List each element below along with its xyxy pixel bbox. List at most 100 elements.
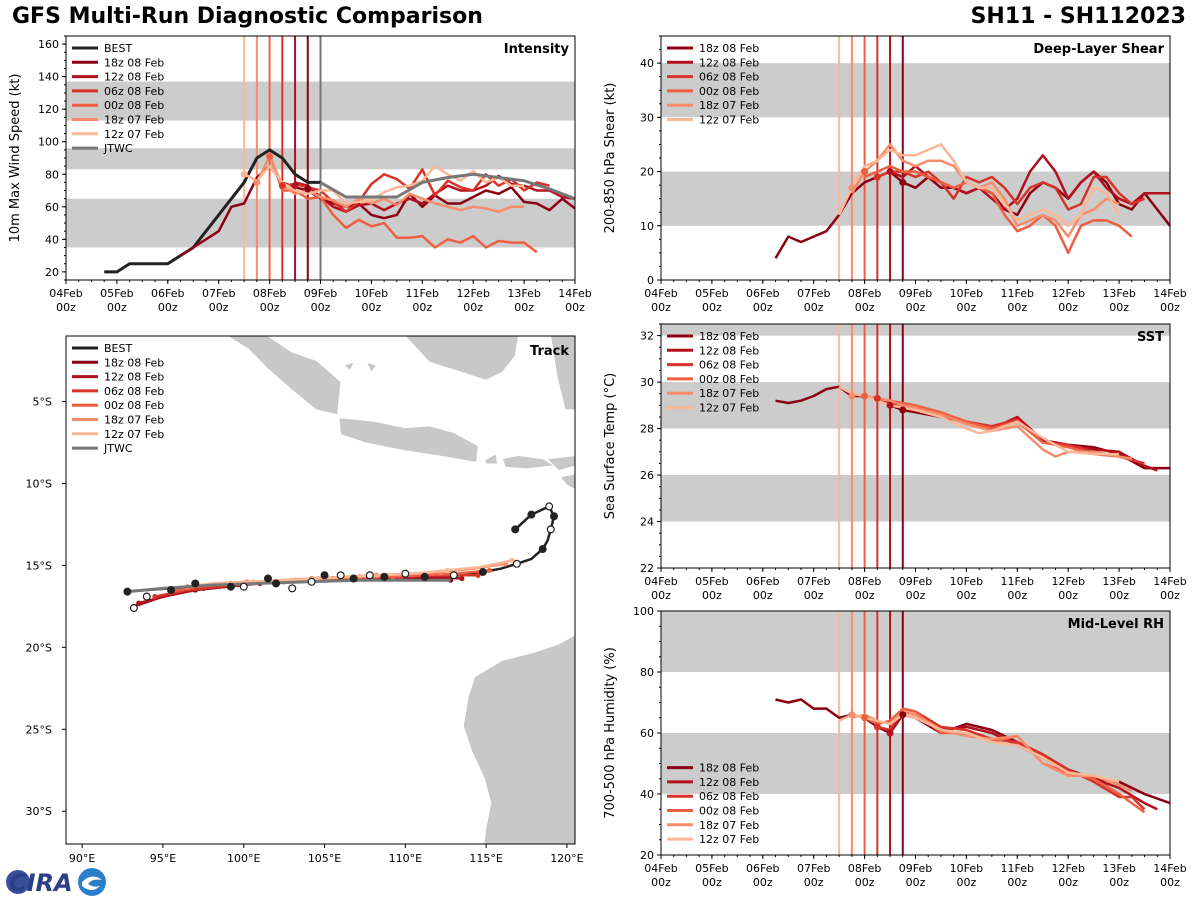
intensity-init-marker-0 <box>240 170 248 178</box>
sst-ytick-label: 26 <box>640 469 654 482</box>
track-legend-label: 18z 08 Feb <box>104 356 164 369</box>
intensity-xtick-hour: 00z <box>463 301 483 314</box>
shear-band-1 <box>661 63 1170 118</box>
shear-series-12z-07-Feb <box>837 143 1121 228</box>
land-mass-1 <box>338 417 479 463</box>
rh-init-marker-1 <box>861 714 869 722</box>
rh-xtick-hour: 00z <box>753 876 773 889</box>
sst-ytick-label: 22 <box>640 562 654 575</box>
intensity-xtick-hour: 00z <box>311 301 331 314</box>
land-mass-4 <box>546 455 575 471</box>
rh-series-12z-07-Feb <box>838 713 1120 784</box>
shear-panel: 01020304004Feb00z05Feb00z06Feb00z07Feb00… <box>603 35 1187 314</box>
intensity-ytick-label: 40 <box>45 233 59 246</box>
rh-title: Mid-Level RH <box>1068 617 1164 632</box>
shear-xtick-date: 14Feb <box>1153 287 1186 300</box>
track-legend-label: 00z 08 Feb <box>104 399 164 412</box>
track-point <box>136 600 142 606</box>
shear-xtick-hour: 00z <box>804 301 824 314</box>
shear-xtick-hour: 00z <box>1007 301 1027 314</box>
track-legend-label: BEST <box>104 342 132 355</box>
shear-plot-area <box>661 36 1170 280</box>
shear-ytick-label: 0 <box>647 274 654 287</box>
shear-xtick-date: 07Feb <box>797 287 830 300</box>
rh-xtick-date: 06Feb <box>746 862 779 875</box>
track-lat-label: 20°S <box>26 641 52 654</box>
shear-legend-label: 18z 08 Feb <box>699 42 759 55</box>
sst-xtick-hour: 00z <box>957 589 977 602</box>
intensity-legend-label: 18z 07 Feb <box>104 114 164 127</box>
rh-xtick-hour: 00z <box>702 876 722 889</box>
shear-xtick-date: 06Feb <box>746 287 779 300</box>
track-point <box>152 593 158 600</box>
intensity-xtick-date: 08Feb <box>253 287 286 300</box>
track-lon-label: 95°E <box>150 852 176 865</box>
shear-xtick-hour: 00z <box>1109 301 1129 314</box>
shear-xtick-hour: 00z <box>1160 301 1180 314</box>
intensity-panel: 2040608010012014016004Feb00z05Feb00z06Fe… <box>8 35 592 314</box>
track-lon-label: 115°E <box>469 852 502 865</box>
intensity-xtick-hour: 00z <box>260 301 280 314</box>
intensity-legend-label: JTWC <box>103 142 133 155</box>
sst-ylabel: Sea Surface Temp (°C) <box>603 373 618 520</box>
sst-panel: 22242628303204Feb00z05Feb00z06Feb00z07Fe… <box>603 323 1187 602</box>
figure-title: GFS Multi-Run Diagnostic Comparison <box>12 4 483 29</box>
shear-init-marker-1 <box>861 168 869 176</box>
intensity-init-marker-3 <box>278 182 286 190</box>
sst-xtick-hour: 00z <box>1160 589 1180 602</box>
rh-xtick-hour: 00z <box>855 876 875 889</box>
track-point <box>444 567 450 573</box>
shear-band-0 <box>661 171 1170 226</box>
intensity-ytick-label: 160 <box>38 38 59 51</box>
rh-legend-label: 00z 08 Feb <box>699 805 759 818</box>
track-lon-label: 120°E <box>550 852 583 865</box>
intensity-xtick-date: 14Feb <box>558 287 591 300</box>
best-track-point <box>512 559 521 568</box>
track-lat-label: 5°S <box>33 396 52 409</box>
intensity-xtick-hour: 00z <box>565 301 585 314</box>
shear-xtick-date: 04Feb <box>644 287 677 300</box>
sst-xtick-hour: 00z <box>1109 589 1129 602</box>
sst-legend-label: 06z 08 Feb <box>699 359 759 372</box>
rh-ylabel: 700-500 hPa Humidity (%) <box>603 647 618 819</box>
best-track-point <box>336 571 345 580</box>
rh-ytick-label: 20 <box>640 849 654 862</box>
sst-xtick-date: 11Feb <box>1001 575 1034 588</box>
sst-xtick-hour: 00z <box>1058 589 1078 602</box>
best-track-point <box>511 525 520 534</box>
sst-xtick-date: 13Feb <box>1102 575 1135 588</box>
intensity-ytick-label: 140 <box>38 71 59 84</box>
shear-legend-label: 12z 08 Feb <box>699 56 759 69</box>
track-lat-label: 30°S <box>26 805 52 818</box>
sst-legend-label: 12z 08 Feb <box>699 344 759 357</box>
intensity-series-00z-08-Feb <box>268 154 538 254</box>
rh-xtick-hour: 00z <box>1160 876 1180 889</box>
sst-init-marker-3 <box>886 401 894 409</box>
intensity-ytick-label: 80 <box>45 168 59 181</box>
rh-ytick-label: 40 <box>640 788 654 801</box>
rh-xtick-date: 11Feb <box>1001 862 1034 875</box>
sst-init-marker-1 <box>861 392 869 400</box>
best-track-point <box>307 577 316 586</box>
sst-ytick-label: 32 <box>640 330 654 343</box>
sst-xtick-hour: 00z <box>1007 589 1027 602</box>
rh-init-marker-4 <box>899 711 907 719</box>
best-track-point <box>380 572 389 581</box>
track-lon-label: 90°E <box>69 852 95 865</box>
rh-ytick-label: 80 <box>640 666 654 679</box>
track-legend-label: 12z 08 Feb <box>104 371 164 384</box>
rh-legend-label: 12z 07 Feb <box>699 833 759 846</box>
track-point <box>459 575 465 582</box>
rh-init-marker-2 <box>873 723 881 731</box>
intensity-legend-label: 18z 08 Feb <box>104 56 164 69</box>
track-panel: 90°E 95°E 100°E 105°E 110°E 115°E 120°E 5°S 10°S… <box>26 335 584 865</box>
rh-init-marker-3 <box>886 729 894 737</box>
rh-band-1 <box>661 611 1170 672</box>
intensity-init-marker-1 <box>253 178 261 186</box>
land-mass-2 <box>484 453 498 465</box>
track-lat-label: 15°S <box>26 559 52 572</box>
intensity-xtick-hour: 00z <box>158 301 178 314</box>
best-track-point <box>191 579 200 588</box>
sst-xtick-hour: 00z <box>702 589 722 602</box>
best-track-point <box>549 512 558 521</box>
